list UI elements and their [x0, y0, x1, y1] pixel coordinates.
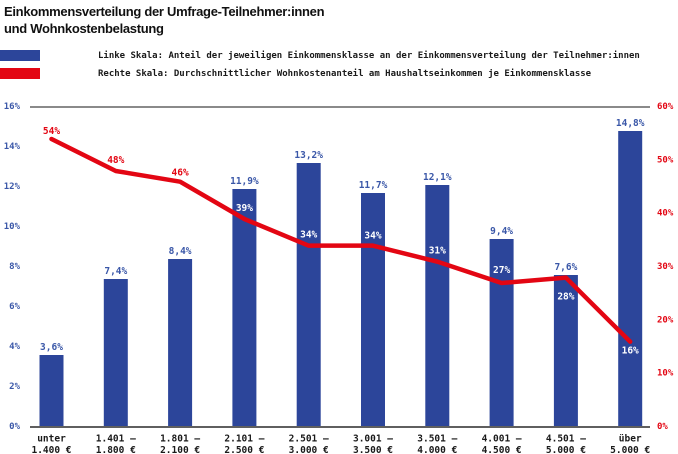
line-value-label: 31%: [429, 246, 446, 257]
left-axis-tick: 12%: [4, 182, 21, 192]
bar: [168, 259, 193, 427]
legend-item-line-series: Rechte Skala: Durchschnittlicher Wohnkos…: [0, 68, 640, 79]
x-category-label-line1: über: [619, 434, 642, 445]
line-value-label: 28%: [557, 292, 574, 303]
bar: [296, 163, 321, 427]
left-axis-tick: 14%: [4, 142, 21, 152]
left-axis-tick: 2%: [9, 382, 20, 392]
bar-series-swatch: [0, 50, 40, 61]
right-axis-tick: 20%: [657, 315, 674, 325]
bar: [103, 279, 128, 427]
line-value-label: 16%: [622, 346, 639, 357]
x-category-label-line1: unter: [37, 434, 66, 445]
x-category-label-line1: 2.501 –: [289, 434, 329, 445]
legend-item-label: Linke Skala: Anteil der jeweiligen Einko…: [98, 50, 640, 61]
right-axis-tick: 40%: [657, 209, 674, 219]
x-category-label-line1: 1.801 –: [160, 434, 200, 445]
left-axis-tick: 0%: [9, 422, 20, 432]
right-axis-tick: 10%: [657, 369, 674, 379]
x-category-label-line2: 2.500 €: [224, 445, 264, 454]
left-axis-tick: 10%: [4, 222, 21, 232]
left-axis-tick: 4%: [9, 342, 20, 352]
right-axis-tick: 60%: [657, 102, 674, 112]
bar: [553, 275, 578, 427]
legend-item-label: Rechte Skala: Durchschnittlicher Wohnkos…: [98, 68, 592, 79]
x-category-label-line2: 5.000 €: [546, 445, 586, 454]
bar: [618, 131, 643, 427]
right-axis-tick: 30%: [657, 262, 674, 272]
bar: [232, 189, 257, 427]
line-value-label: 27%: [493, 265, 510, 276]
x-category-label-line2: 4.000 €: [417, 445, 457, 454]
right-axis-tick: 50%: [657, 155, 674, 165]
bar-value-label: 11,9%: [230, 176, 259, 187]
bar: [425, 185, 450, 427]
x-category-label-line1: 1.401 –: [96, 434, 136, 445]
bar-value-label: 7,4%: [104, 266, 127, 277]
x-category-label-line2: 3.000 €: [289, 445, 329, 454]
bar-value-label: 8,4%: [169, 246, 192, 257]
x-category-label-line1: 3.501 –: [417, 434, 457, 445]
page-title-line1: Einkommensverteilung der Umfrage-Teilneh…: [4, 4, 325, 19]
x-category-label-line2: 1.800 €: [96, 445, 136, 454]
bar-value-label: 14,8%: [616, 118, 645, 129]
left-axis-tick: 16%: [4, 102, 21, 112]
bar-value-label: 11,7%: [359, 180, 388, 191]
x-category-label-line1: 4.001 –: [482, 434, 522, 445]
chart-legend: Linke Skala: Anteil der jeweiligen Einko…: [0, 50, 640, 86]
bar: [489, 239, 514, 427]
x-category-label-line2: 5.000 €: [610, 445, 650, 454]
x-category-label-line1: 3.001 –: [353, 434, 393, 445]
x-category-label-line2: 4.500 €: [482, 445, 522, 454]
x-category-label-line2: 1.400 €: [31, 445, 71, 454]
line-value-label: 39%: [236, 203, 253, 214]
bar-value-label: 3,6%: [40, 342, 63, 353]
bar: [39, 355, 64, 427]
right-axis-tick: 0%: [657, 422, 668, 432]
x-category-label-line1: 2.101 –: [224, 434, 264, 445]
housing-cost-line: [49, 136, 633, 344]
x-category-label-line2: 2.100 €: [160, 445, 200, 454]
line-value-label: 46%: [172, 168, 189, 179]
line-value-label: 48%: [107, 155, 124, 166]
x-category-label-line1: 4.501 –: [546, 434, 586, 445]
bar-value-label: 7,6%: [554, 262, 577, 273]
line-value-label: 34%: [300, 230, 317, 241]
bar: [361, 193, 385, 427]
left-axis-tick: 6%: [9, 302, 20, 312]
line-value-label: 54%: [43, 126, 60, 137]
left-axis-tick: 8%: [9, 262, 20, 272]
page-title: Einkommensverteilung der Umfrage-Teilneh…: [4, 3, 325, 37]
line-series-swatch: [0, 68, 40, 79]
legend-item-bar-series: Linke Skala: Anteil der jeweiligen Einko…: [0, 50, 640, 61]
bar-value-label: 12,1%: [423, 172, 452, 183]
page-title-line2: und Wohnkostenbelastung: [4, 21, 164, 36]
line-value-label: 34%: [364, 231, 381, 242]
x-category-label-line2: 3.500 €: [353, 445, 393, 454]
bar-value-label: 9,4%: [490, 226, 513, 237]
bar-value-label: 13,2%: [294, 150, 323, 161]
